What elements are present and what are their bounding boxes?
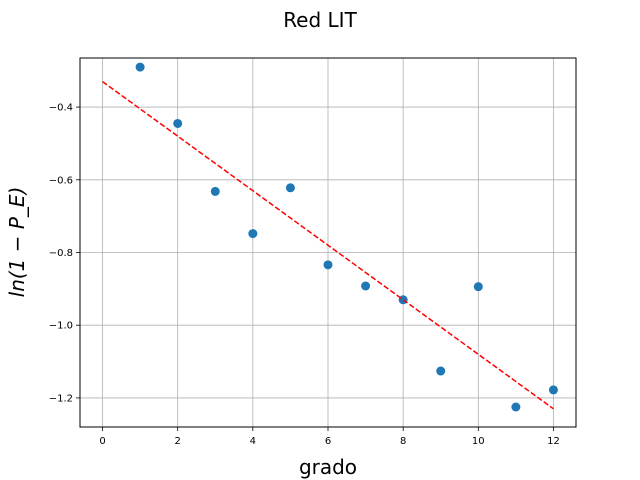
x-tick-label: 8 bbox=[400, 436, 406, 447]
data-point bbox=[473, 282, 483, 292]
data-point bbox=[210, 186, 220, 196]
data-point bbox=[248, 229, 258, 239]
chart-title: Red LIT bbox=[283, 8, 357, 32]
x-tick-label: 2 bbox=[175, 436, 181, 447]
y-tick-label: −1.2 bbox=[49, 393, 73, 404]
x-tick-label: 0 bbox=[99, 436, 105, 447]
x-tick-label: 6 bbox=[325, 436, 331, 447]
data-point bbox=[361, 281, 371, 291]
data-point bbox=[135, 62, 145, 72]
x-axis-label: grado bbox=[299, 455, 357, 479]
y-tick-label: −0.4 bbox=[49, 103, 73, 114]
x-tick-label: 10 bbox=[472, 436, 485, 447]
y-tick-label: −0.6 bbox=[49, 175, 73, 186]
y-axis-ticks: −1.2 −1.0 −0.8 −0.6 −0.4 bbox=[49, 103, 80, 404]
x-tick-label: 12 bbox=[547, 436, 560, 447]
data-point bbox=[548, 385, 558, 395]
data-point bbox=[323, 260, 333, 270]
x-axis-ticks: 0 2 4 6 8 10 12 bbox=[99, 427, 560, 447]
fit-line bbox=[102, 81, 554, 410]
y-axis-label: ln(1 − P_E) bbox=[5, 187, 29, 298]
y-tick-label: −1.0 bbox=[49, 321, 73, 332]
data-point bbox=[436, 366, 446, 376]
y-tick-label: −0.8 bbox=[49, 248, 73, 259]
series-layer bbox=[102, 62, 558, 412]
data-point bbox=[511, 402, 521, 412]
data-point bbox=[285, 183, 295, 193]
data-point bbox=[173, 118, 183, 128]
x-tick-label: 4 bbox=[250, 436, 256, 447]
